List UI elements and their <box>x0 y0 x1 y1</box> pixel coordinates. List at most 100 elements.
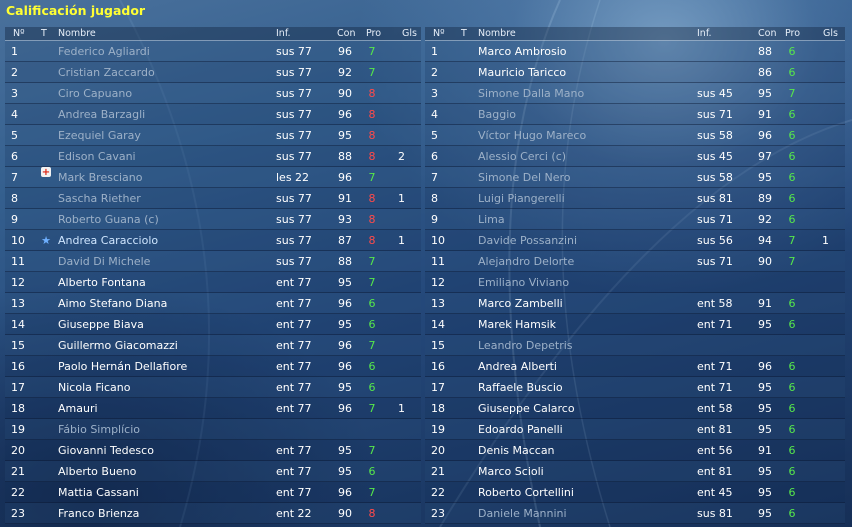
player-rating: 7 <box>368 444 376 457</box>
player-name: Marco Ambrosio <box>478 45 567 58</box>
player-row[interactable]: 6 Alessio Cerci (c) sus 45 97 6 <box>425 146 845 167</box>
player-name: Mauricio Taricco <box>478 66 567 79</box>
player-row[interactable]: 9 Lima sus 71 92 6 <box>425 209 845 230</box>
player-row[interactable]: 12 Alberto Fontana ent 77 95 7 <box>5 272 421 293</box>
player-rating: 8 <box>368 150 376 163</box>
player-row[interactable]: 10 ★ Andrea Caracciolo sus 77 87 8 1 <box>5 230 421 251</box>
player-row[interactable]: 11 David Di Michele sus 77 88 7 <box>5 251 421 272</box>
player-row[interactable]: 18 Amauri ent 77 96 7 1 <box>5 398 421 419</box>
player-info: sus 71 <box>697 255 733 268</box>
player-row[interactable]: 4 Baggio sus 71 91 6 <box>425 104 845 125</box>
player-rating: 6 <box>368 318 376 331</box>
player-row[interactable]: 22 Mattia Cassani ent 77 96 7 <box>5 482 421 503</box>
col-con-header[interactable]: Con <box>758 28 777 39</box>
player-row[interactable]: 4 Andrea Barzagli sus 77 96 8 <box>5 104 421 125</box>
player-number: 21 <box>11 465 25 478</box>
player-name: Sascha Riether <box>58 192 141 205</box>
player-row[interactable]: 14 Giuseppe Biava ent 77 95 6 <box>5 314 421 335</box>
player-number: 1 <box>431 45 438 58</box>
player-row[interactable]: 23 Daniele Mannini sus 81 95 6 <box>425 503 845 524</box>
player-info: ent 71 <box>697 381 733 394</box>
player-row[interactable]: 5 Ezequiel Garay sus 77 95 8 <box>5 125 421 146</box>
player-name: Amauri <box>58 402 98 415</box>
player-row[interactable]: 3 Ciro Capuano sus 77 90 8 <box>5 83 421 104</box>
col-t-header[interactable]: T <box>461 28 467 39</box>
player-row[interactable]: 7 Mark Bresciano les 22 96 7 <box>5 162 421 188</box>
player-row[interactable]: 21 Alberto Bueno ent 77 95 6 <box>5 461 421 482</box>
player-row[interactable]: 15 Leandro Depetris <box>425 335 845 356</box>
col-gls-header[interactable]: Gls <box>402 28 417 39</box>
player-row[interactable]: 22 Roberto Cortellini ent 45 95 6 <box>425 482 845 503</box>
player-number: 12 <box>11 276 25 289</box>
player-condition: 95 <box>338 465 352 478</box>
player-row[interactable]: 11 Alejandro Delorte sus 71 90 7 <box>425 251 845 272</box>
player-row[interactable]: 23 Franco Brienza ent 22 90 8 <box>5 503 421 524</box>
player-condition: 95 <box>758 171 772 184</box>
player-number: 17 <box>11 381 25 394</box>
player-row[interactable]: 19 Edoardo Panelli ent 81 95 6 <box>425 419 845 440</box>
player-row[interactable]: 15 Guillermo Giacomazzi ent 77 96 7 <box>5 335 421 356</box>
player-rating: 6 <box>788 297 796 310</box>
col-gls-header[interactable]: Gls <box>823 28 838 39</box>
player-row[interactable]: 14 Marek Hamsik ent 71 95 6 <box>425 314 845 335</box>
player-row[interactable]: 12 Emiliano Viviano <box>425 272 845 293</box>
left-team-table: Nº T Nombre Inf. Con Pro Gls 1 Federico A… <box>5 27 421 524</box>
player-row[interactable]: 20 Giovanni Tedesco ent 77 95 7 <box>5 440 421 461</box>
player-info: ent 77 <box>276 276 312 289</box>
player-row[interactable]: 6 Edison Cavani sus 77 88 8 2 <box>5 146 421 167</box>
player-name: Marco Zambelli <box>478 297 563 310</box>
player-row[interactable]: 13 Marco Zambelli ent 58 91 6 <box>425 293 845 314</box>
player-rating: 8 <box>368 87 376 100</box>
player-name: Mark Bresciano <box>58 171 143 184</box>
player-row[interactable]: 8 Luigi Piangerelli sus 81 89 6 <box>425 188 845 209</box>
col-name-header[interactable]: Nombre <box>58 28 96 39</box>
player-row[interactable]: 13 Aimo Stefano Diana ent 77 96 6 <box>5 293 421 314</box>
col-inf-header[interactable]: Inf. <box>697 28 712 39</box>
player-row[interactable]: 17 Raffaele Buscio ent 71 95 6 <box>425 377 845 398</box>
player-condition: 90 <box>338 87 352 100</box>
player-condition: 88 <box>338 150 352 163</box>
player-number: 6 <box>431 150 438 163</box>
col-name-header[interactable]: Nombre <box>478 28 516 39</box>
player-row[interactable]: 17 Nicola Ficano ent 77 95 6 <box>5 377 421 398</box>
player-name: Cristian Zaccardo <box>58 66 155 79</box>
player-row[interactable]: 3 Simone Dalla Mano sus 45 95 7 <box>425 83 845 104</box>
table-header: Nº T Nombre Inf. Con Pro Gls <box>5 27 421 41</box>
col-con-header[interactable]: Con <box>337 28 356 39</box>
player-rating: 6 <box>788 402 796 415</box>
player-condition: 91 <box>758 108 772 121</box>
col-pro-header[interactable]: Pro <box>785 28 801 39</box>
col-num-header[interactable]: Nº <box>433 28 445 39</box>
col-inf-header[interactable]: Inf. <box>276 28 291 39</box>
player-row[interactable]: 16 Paolo Hernán Dellafiore ent 77 96 6 <box>5 356 421 377</box>
player-row[interactable]: 7 Simone Del Nero sus 58 95 6 <box>425 167 845 188</box>
player-row[interactable]: 9 Roberto Guana (c) sus 77 93 8 <box>5 209 421 230</box>
player-rating: 8 <box>368 129 376 142</box>
col-pro-header[interactable]: Pro <box>366 28 382 39</box>
player-row[interactable]: 20 Denis Maccan ent 56 91 6 <box>425 440 845 461</box>
player-condition: 95 <box>758 465 772 478</box>
player-info: ent 77 <box>276 339 312 352</box>
player-row[interactable]: 10 Davide Possanzini sus 56 94 7 1 <box>425 230 845 251</box>
player-row[interactable]: 19 Fábio Simplício <box>5 419 421 440</box>
player-number: 22 <box>431 486 445 499</box>
player-condition: 91 <box>338 192 352 205</box>
col-num-header[interactable]: Nº <box>13 28 25 39</box>
player-row[interactable]: 1 Marco Ambrosio 88 6 <box>425 41 845 62</box>
player-row[interactable]: 18 Giuseppe Calarco ent 58 95 6 <box>425 398 845 419</box>
player-row[interactable]: 2 Mauricio Taricco 86 6 <box>425 62 845 83</box>
player-row[interactable]: 16 Andrea Alberti ent 71 96 6 <box>425 356 845 377</box>
player-row[interactable]: 21 Marco Scioli ent 81 95 6 <box>425 461 845 482</box>
player-row[interactable]: 2 Cristian Zaccardo sus 77 92 7 <box>5 62 421 83</box>
player-number: 15 <box>11 339 25 352</box>
col-t-header[interactable]: T <box>41 28 47 39</box>
player-number: 21 <box>431 465 445 478</box>
player-info: sus 71 <box>697 108 733 121</box>
player-number: 18 <box>11 402 25 415</box>
player-row[interactable]: 5 Víctor Hugo Mareco sus 58 96 6 <box>425 125 845 146</box>
player-condition: 97 <box>758 150 772 163</box>
player-condition: 96 <box>338 486 352 499</box>
player-name: Andrea Alberti <box>478 360 557 373</box>
player-row[interactable]: 8 Sascha Riether sus 77 91 8 1 <box>5 188 421 209</box>
player-row[interactable]: 1 Federico Agliardi sus 77 96 7 <box>5 41 421 62</box>
